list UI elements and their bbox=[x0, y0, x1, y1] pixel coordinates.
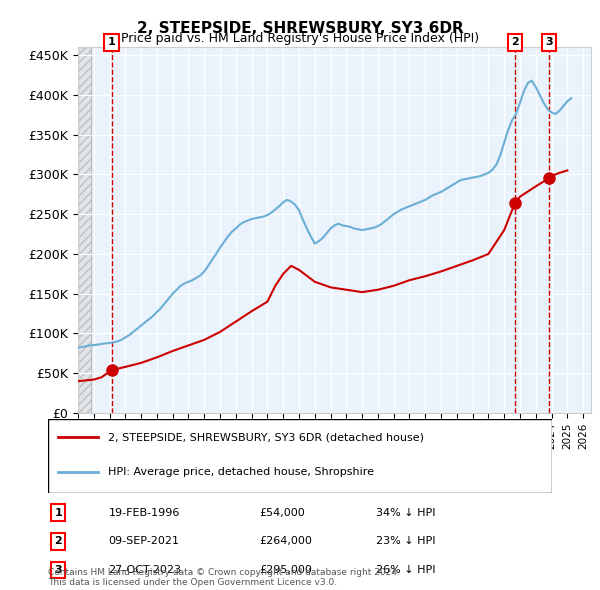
Text: 2, STEEPSIDE, SHREWSBURY, SY3 6DR (detached house): 2, STEEPSIDE, SHREWSBURY, SY3 6DR (detac… bbox=[109, 432, 424, 442]
Bar bbox=[78, 47, 91, 413]
Text: 2: 2 bbox=[54, 536, 62, 546]
Text: 3: 3 bbox=[545, 37, 553, 47]
Text: 27-OCT-2023: 27-OCT-2023 bbox=[109, 565, 181, 575]
Text: £264,000: £264,000 bbox=[260, 536, 313, 546]
Text: 3: 3 bbox=[54, 565, 62, 575]
Text: 26% ↓ HPI: 26% ↓ HPI bbox=[376, 565, 435, 575]
Text: Price paid vs. HM Land Registry's House Price Index (HPI): Price paid vs. HM Land Registry's House … bbox=[121, 32, 479, 45]
FancyBboxPatch shape bbox=[48, 419, 552, 493]
Text: 2: 2 bbox=[511, 37, 519, 47]
Text: 34% ↓ HPI: 34% ↓ HPI bbox=[376, 508, 435, 518]
Text: Contains HM Land Registry data © Crown copyright and database right 2024.
This d: Contains HM Land Registry data © Crown c… bbox=[48, 568, 400, 587]
Text: 1: 1 bbox=[54, 508, 62, 518]
Text: 19-FEB-1996: 19-FEB-1996 bbox=[109, 508, 180, 518]
Text: HPI: Average price, detached house, Shropshire: HPI: Average price, detached house, Shro… bbox=[109, 467, 374, 477]
Text: 2, STEEPSIDE, SHREWSBURY, SY3 6DR: 2, STEEPSIDE, SHREWSBURY, SY3 6DR bbox=[137, 21, 463, 35]
Text: 23% ↓ HPI: 23% ↓ HPI bbox=[376, 536, 435, 546]
Text: 1: 1 bbox=[108, 37, 115, 47]
Text: 09-SEP-2021: 09-SEP-2021 bbox=[109, 536, 179, 546]
Text: £54,000: £54,000 bbox=[260, 508, 305, 518]
Text: £295,000: £295,000 bbox=[260, 565, 313, 575]
